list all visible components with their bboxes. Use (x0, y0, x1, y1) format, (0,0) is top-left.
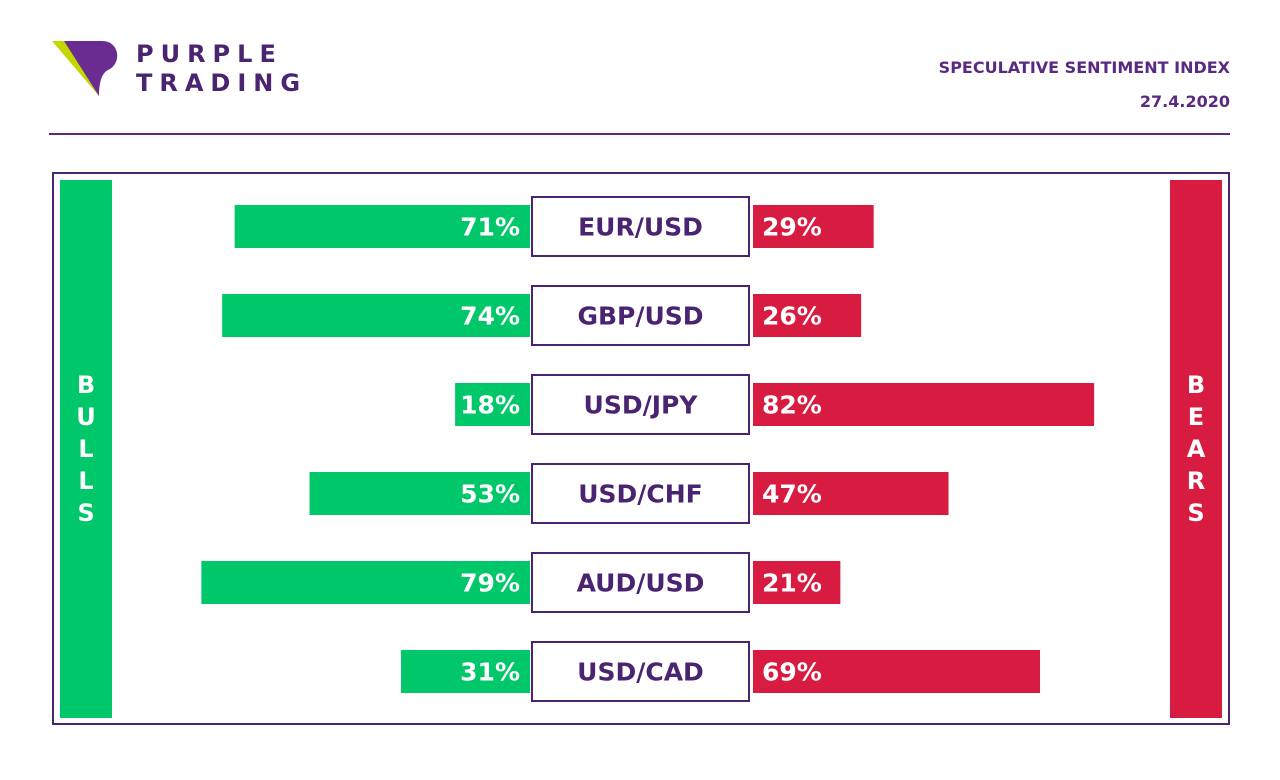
bear-value-label: 47% (762, 480, 822, 509)
bears-letter: S (1187, 499, 1205, 527)
bulls-letter: B (76, 371, 96, 399)
bears-letter: R (1186, 467, 1206, 495)
bears-sidebar: B E A R S (1170, 180, 1222, 718)
pair-label: GBP/USD (577, 302, 703, 331)
bulls-letter: L (78, 435, 94, 463)
bear-bar (753, 205, 874, 248)
bull-value-label: 31% (460, 658, 520, 687)
bear-bar (753, 383, 1095, 426)
bull-value-label: 79% (460, 569, 520, 598)
bear-bar (753, 650, 1041, 693)
report-date: 27.4.2020 (1139, 92, 1230, 111)
brand-name: PURPLE TRADING (136, 40, 307, 98)
bull-bar (201, 561, 531, 604)
pair-label-box (531, 374, 750, 435)
chart-frame (52, 172, 1230, 725)
bear-bar (753, 561, 841, 604)
bull-bar (309, 472, 530, 515)
bull-bar (222, 294, 530, 337)
bear-value-label: 21% (762, 569, 822, 598)
pair-label: USD/CHF (578, 480, 703, 509)
bulls-letter: S (77, 499, 95, 527)
pair-label-box (531, 196, 750, 257)
bulls-letter: L (78, 467, 94, 495)
purple-trading-logo-icon (52, 41, 118, 96)
pair-label: AUD/USD (577, 569, 705, 598)
bull-value-label: 18% (460, 391, 520, 420)
bears-letter: B (1186, 371, 1206, 399)
bull-value-label: 71% (460, 213, 520, 242)
bulls-sidebar: B U L L S (60, 180, 112, 718)
bull-bar (234, 205, 530, 248)
pair-label: USD/JPY (584, 391, 699, 420)
bear-value-label: 29% (762, 213, 822, 242)
bulls-letter: U (76, 403, 96, 431)
bear-value-label: 26% (762, 302, 822, 331)
bear-bar (753, 472, 949, 515)
pair-label-box (531, 641, 750, 702)
pair-label: USD/CAD (577, 658, 704, 687)
bull-value-label: 74% (460, 302, 520, 331)
brand-line-2: TRADING (136, 69, 308, 97)
bears-letter: E (1187, 403, 1205, 431)
bear-value-label: 82% (762, 391, 822, 420)
bear-value-label: 69% (762, 658, 822, 687)
header-divider (49, 133, 1230, 135)
pair-label-box (531, 285, 750, 346)
pair-label: EUR/USD (578, 213, 703, 242)
pair-label-box (531, 552, 750, 613)
bears-letter: A (1186, 435, 1206, 463)
bull-bar (455, 383, 530, 426)
brand-line-1: PURPLE (136, 40, 283, 68)
pair-label-box (531, 463, 750, 524)
bear-bar (753, 294, 862, 337)
report-title: SPECULATIVE SENTIMENT INDEX (938, 58, 1230, 77)
bull-bar (401, 650, 530, 693)
bull-value-label: 53% (460, 480, 520, 509)
